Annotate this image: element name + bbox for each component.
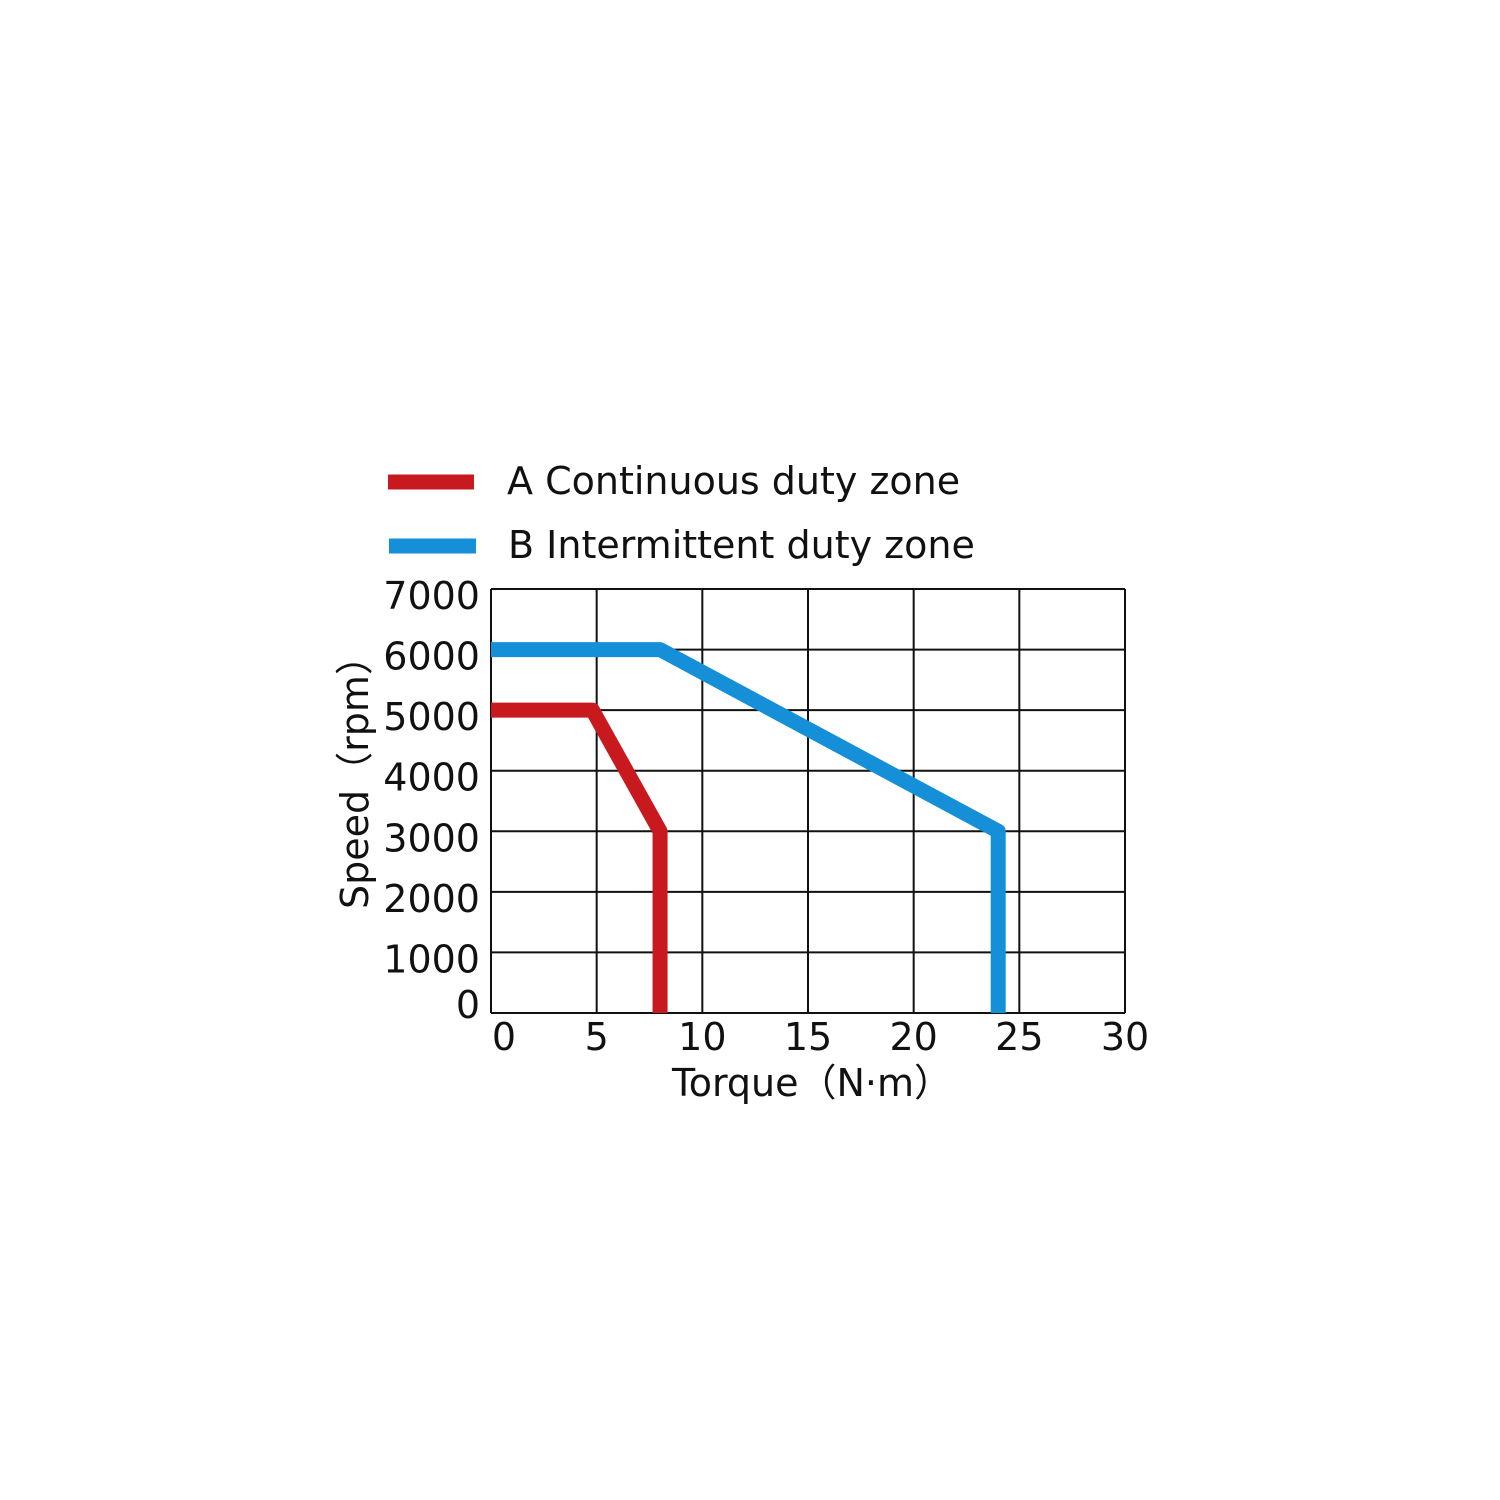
legend-label-b: B Intermittent duty zone — [508, 523, 975, 567]
x-tick-label: 15 — [784, 1015, 832, 1059]
legend-label-a: A Continuous duty zone — [507, 459, 960, 503]
y-tick-label: 3000 — [383, 816, 480, 860]
y-tick-label: 1000 — [383, 937, 480, 981]
x-axis-label: Torque（N·m） — [671, 1061, 952, 1105]
series-group — [491, 642, 1006, 1013]
series-line-a — [491, 702, 668, 1013]
y-tick-label: 6000 — [383, 635, 480, 679]
series-line-b — [491, 642, 1006, 1013]
y-axis-label: Speed（rpm） — [333, 637, 377, 909]
y-tick-label: 0 — [456, 983, 480, 1027]
x-tick-label: 10 — [678, 1015, 726, 1059]
legend: A Continuous duty zone B Intermittent du… — [388, 459, 975, 567]
x-tick-label: 0 — [492, 1015, 516, 1059]
grid — [490, 588, 1126, 1014]
y-tick-label: 4000 — [383, 756, 480, 800]
x-tick-label: 25 — [995, 1015, 1043, 1059]
y-tick-label: 2000 — [383, 877, 480, 921]
x-tick-label: 5 — [585, 1015, 609, 1059]
x-tick-label: 20 — [889, 1015, 937, 1059]
tick-labels: 0 5 10 15 20 25 300100020003000400050006000700… — [383, 574, 1149, 1059]
x-tick-label: 30 — [1101, 1015, 1149, 1059]
y-tick-label: 7000 — [383, 574, 480, 618]
y-tick-label: 5000 — [383, 695, 480, 739]
